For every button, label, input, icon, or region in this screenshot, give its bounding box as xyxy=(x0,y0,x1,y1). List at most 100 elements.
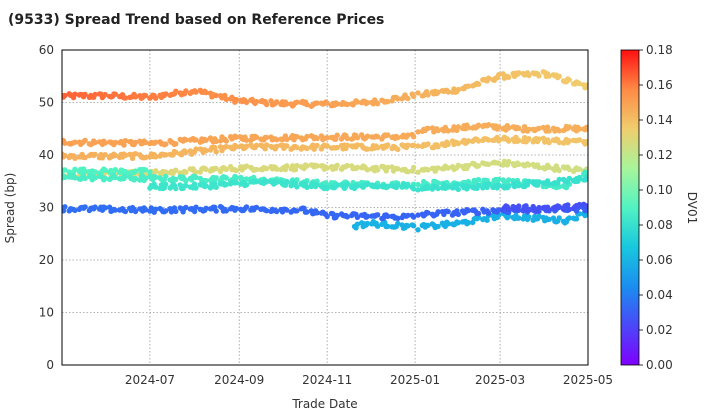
scatter-point xyxy=(112,167,119,173)
scatter-point xyxy=(253,166,260,173)
scatter-point xyxy=(294,162,300,169)
scatter-point xyxy=(496,182,502,188)
scatter-point xyxy=(475,163,482,169)
scatter-point xyxy=(506,177,512,183)
scatter-point xyxy=(536,136,542,142)
scatter-point xyxy=(72,166,78,172)
scatter-point xyxy=(546,216,552,223)
scatter-point xyxy=(405,223,411,229)
scatter-point xyxy=(496,72,502,78)
scatter-point xyxy=(122,138,129,144)
scatter-point xyxy=(583,174,588,181)
scatter-point xyxy=(546,73,552,79)
scatter-point xyxy=(102,205,108,211)
scatter-point xyxy=(92,169,98,175)
scatter-point xyxy=(274,99,280,105)
scatter-point xyxy=(475,182,482,189)
scatter-point xyxy=(243,99,250,106)
scatter-point xyxy=(385,213,391,219)
scatter-point xyxy=(122,95,129,101)
scatter-point xyxy=(122,173,129,179)
scatter-point xyxy=(435,185,441,192)
scatter-point xyxy=(183,149,189,156)
scatter-point xyxy=(142,92,149,99)
y-tick-label: 10 xyxy=(39,306,54,320)
x-axis-title: Trade Date xyxy=(291,397,357,411)
scatter-point xyxy=(213,208,219,214)
scatter-point xyxy=(374,167,381,173)
scatter-point xyxy=(193,137,199,143)
scatter-point xyxy=(163,208,169,214)
scatter-point xyxy=(334,101,340,107)
scatter-point xyxy=(243,143,250,149)
scatter-point xyxy=(62,174,68,181)
scatter-point xyxy=(485,137,492,143)
scatter-point xyxy=(485,210,492,216)
scatter-point xyxy=(546,139,552,146)
scatter-point xyxy=(445,221,451,227)
scatter-point xyxy=(364,181,371,187)
scatter-point xyxy=(344,101,350,108)
scatter-point xyxy=(410,93,417,100)
scatter-point xyxy=(435,89,441,95)
scatter-point xyxy=(465,220,472,226)
scatter-point xyxy=(324,165,330,171)
scatter-point xyxy=(506,125,512,131)
scatter-point xyxy=(213,149,219,155)
scatter-point xyxy=(193,89,199,95)
scatter-point xyxy=(374,223,381,229)
scatter-point xyxy=(163,169,169,175)
scatter-point xyxy=(153,206,159,212)
scatter-point xyxy=(203,147,209,154)
scatter-point xyxy=(556,167,562,174)
scatter-point xyxy=(304,184,310,190)
scatter-point xyxy=(334,212,340,219)
scatter-point xyxy=(405,182,411,189)
scatter-point xyxy=(415,227,421,233)
scatter-point xyxy=(193,146,199,152)
y-tick-label: 30 xyxy=(39,201,54,215)
scatter-point xyxy=(142,139,149,146)
scatter-point xyxy=(62,152,68,159)
scatter-point xyxy=(506,74,512,81)
scatter-point xyxy=(455,211,461,218)
colorbar-tick-label: 0.10 xyxy=(646,183,673,197)
scatter-point xyxy=(334,144,340,151)
x-tick-label: 2024-07 xyxy=(125,373,175,387)
y-tick-label: 20 xyxy=(39,253,54,267)
x-axis-ticks: 2024-07 2024-09 2024-11 2025-01 2025-03 2025-… xyxy=(125,373,613,387)
scatter-point xyxy=(274,208,280,215)
scatter-point xyxy=(516,125,522,131)
scatter-point xyxy=(435,209,441,215)
scatter-point xyxy=(506,183,512,189)
scatter-point xyxy=(385,223,391,229)
x-tick-label: 2025-05 xyxy=(563,373,613,387)
scatter-point xyxy=(465,183,472,189)
scatter-point xyxy=(364,100,371,106)
scatter-point xyxy=(395,215,401,221)
scatter-point xyxy=(243,204,250,210)
scatter-point xyxy=(233,175,240,181)
scatter-point xyxy=(334,182,340,188)
scatter-point xyxy=(223,166,229,172)
scatter-point xyxy=(475,81,482,87)
scatter-point xyxy=(191,208,198,215)
scatter-point xyxy=(354,214,361,220)
scatter-point xyxy=(435,144,441,150)
scatter-point xyxy=(72,207,78,214)
scatter-point xyxy=(314,142,320,149)
scatter-point xyxy=(253,134,260,140)
scatter-point xyxy=(435,180,441,186)
scatter-point xyxy=(129,155,136,161)
scatter-point xyxy=(284,136,290,143)
scatter-point xyxy=(354,183,361,189)
scatter-point xyxy=(395,96,401,102)
scatter-point xyxy=(233,144,240,150)
scatter-point xyxy=(142,175,149,181)
scatter-point xyxy=(496,160,502,166)
scatter-point xyxy=(274,137,280,143)
scatter-point xyxy=(566,215,572,221)
scatter-point xyxy=(410,214,417,220)
scatter-point xyxy=(62,204,68,210)
scatter-point xyxy=(576,137,583,143)
